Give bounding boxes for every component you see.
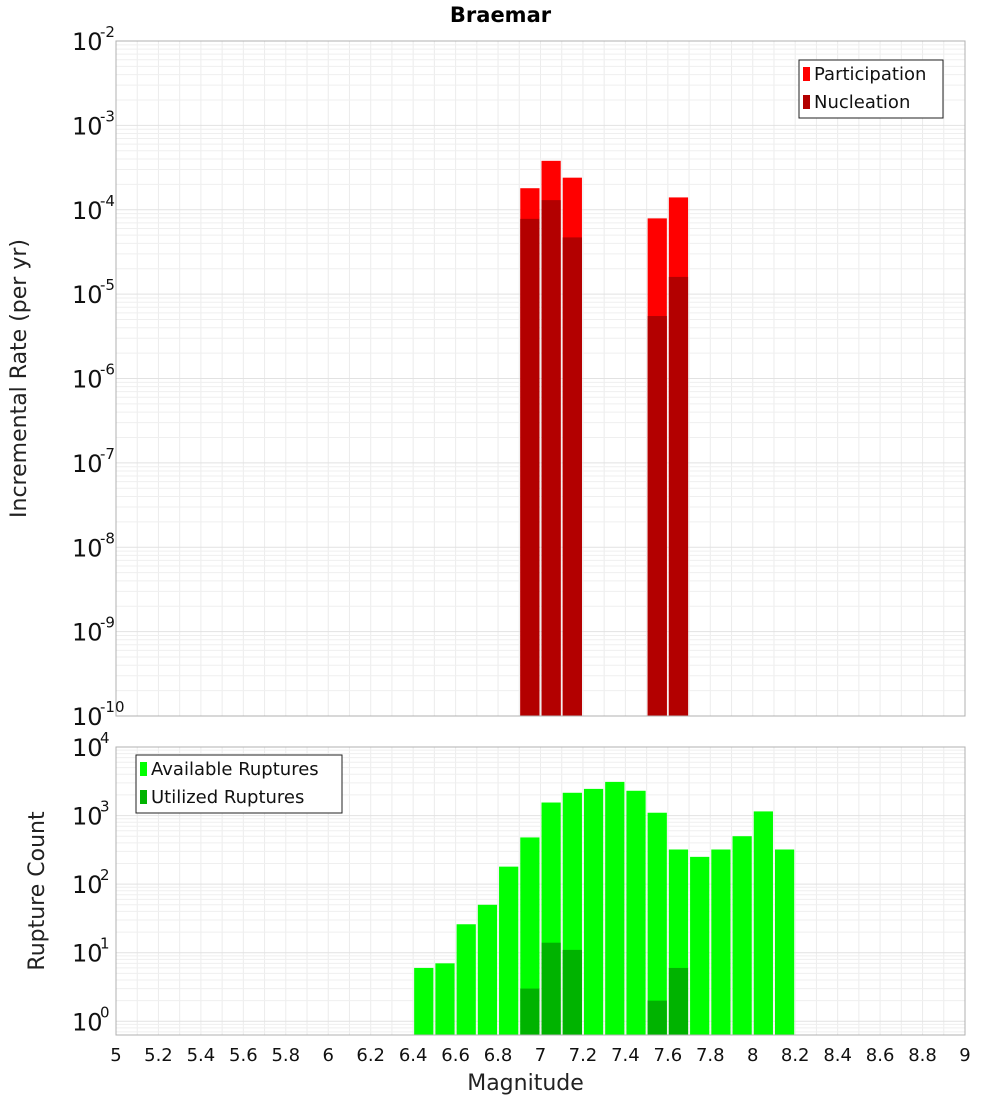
legend: Available Ruptures Utilized Ruptures [135, 754, 343, 814]
y-tick-exponent: -7 [100, 445, 115, 463]
y-tick-label: 10 [72, 450, 103, 478]
bar-utilized-ruptures [647, 1000, 667, 1035]
y-axis-label: Rupture Count [25, 811, 50, 971]
panel-1: 10-1010-910-810-710-610-510-410-310-2Inc… [7, 3, 966, 731]
y-tick-label: 10 [72, 534, 103, 562]
bar-nucleation [647, 316, 667, 716]
y-tick-exponent: 4 [100, 729, 110, 747]
x-tick-label: 7.6 [654, 1045, 683, 1066]
bar-available-ruptures [732, 836, 752, 1035]
plot-border [115, 746, 966, 1036]
bar-utilized-ruptures [541, 942, 561, 1035]
plot-border [115, 40, 966, 717]
legend-label: Utilized Ruptures [151, 787, 304, 808]
x-tick-label: 6.8 [484, 1045, 513, 1066]
x-tick-label: 5.4 [187, 1045, 216, 1066]
x-tick-label: 7.4 [611, 1045, 640, 1066]
y-tick-label: 10 [72, 734, 103, 762]
x-tick-label: 8 [747, 1045, 758, 1066]
y-tick-label: 10 [72, 871, 103, 899]
y-tick-label: 10 [72, 197, 103, 225]
x-tick-label: 5 [110, 1045, 121, 1066]
bar-utilized-ruptures [668, 967, 689, 1035]
y-tick-exponent: 2 [100, 866, 110, 884]
legend-label: Nucleation [814, 92, 910, 113]
y-tick-exponent: -10 [100, 698, 125, 716]
x-tick-label: 8.8 [908, 1045, 937, 1066]
y-tick-exponent: -5 [100, 276, 115, 294]
x-tick-label: 6.4 [399, 1045, 428, 1066]
x-tick-label: 5.8 [271, 1045, 300, 1066]
y-tick-exponent: -4 [100, 192, 115, 210]
x-tick-label: 6.6 [441, 1045, 470, 1066]
bar-available-ruptures [774, 849, 795, 1035]
y-tick-label: 10 [72, 703, 103, 731]
y-tick-exponent: -6 [100, 361, 115, 379]
bar-utilized-ruptures [520, 988, 540, 1035]
y-tick-label: 10 [72, 803, 103, 831]
legend-box [798, 59, 944, 119]
y-tick-exponent: -3 [100, 107, 115, 125]
bar-available-ruptures [647, 812, 667, 1035]
bar-available-ruptures [499, 866, 519, 1035]
y-tick-exponent: -8 [100, 529, 115, 547]
bar-available-ruptures [520, 837, 540, 1035]
x-tick-label: 7.8 [696, 1045, 725, 1066]
x-tick-label: 6.2 [356, 1045, 385, 1066]
y-axis-label: Incremental Rate (per yr) [7, 239, 32, 518]
y-tick-label: 10 [72, 281, 103, 309]
bar-available-ruptures [477, 904, 498, 1035]
bar-nucleation [541, 200, 561, 716]
y-tick-exponent: -2 [100, 23, 115, 41]
bar-available-ruptures [414, 967, 434, 1035]
legend-swatch [803, 95, 810, 109]
bar-nucleation [562, 237, 582, 716]
x-tick-label: 5.6 [229, 1045, 258, 1066]
x-tick-label: 7.2 [569, 1045, 598, 1066]
x-tick-label: 7 [535, 1045, 546, 1066]
x-tick-label: 8.6 [866, 1045, 895, 1066]
legend-label: Available Ruptures [151, 759, 319, 780]
legend-swatch [140, 790, 147, 804]
legend-swatch [140, 762, 147, 776]
x-tick-label: 8.4 [823, 1045, 852, 1066]
bar-nucleation [668, 276, 689, 716]
bar-utilized-ruptures [562, 949, 582, 1035]
bar-available-ruptures [626, 790, 646, 1035]
x-tick-label: 9 [959, 1045, 970, 1066]
y-tick-exponent: 3 [100, 798, 110, 816]
y-tick-label: 10 [72, 940, 103, 968]
bar-available-ruptures [435, 963, 455, 1035]
y-tick-label: 10 [72, 112, 103, 140]
legend-swatch [803, 67, 810, 81]
y-tick-exponent: 1 [100, 935, 110, 953]
chart-title: Braemar [450, 3, 552, 27]
bar-available-ruptures [456, 924, 476, 1035]
x-axis-label: Magnitude [467, 1071, 584, 1096]
bar-available-ruptures [605, 781, 625, 1035]
bar-available-ruptures [583, 788, 604, 1035]
legend-box [135, 754, 343, 814]
legend: Participation Nucleation [798, 59, 944, 119]
legend-label: Participation [814, 64, 926, 85]
y-tick-label: 10 [72, 366, 103, 394]
x-tick-label: 5.2 [144, 1045, 173, 1066]
y-tick-exponent: -9 [100, 614, 115, 632]
x-tick-label: 6 [323, 1045, 334, 1066]
y-tick-label: 10 [72, 28, 103, 56]
bar-available-ruptures [690, 856, 710, 1035]
x-tick-label: 8.2 [781, 1045, 810, 1066]
y-tick-exponent: 0 [100, 1003, 110, 1021]
bar-available-ruptures [711, 849, 731, 1035]
bar-nucleation [520, 218, 540, 716]
bar-available-ruptures [753, 811, 773, 1035]
y-tick-label: 10 [72, 1008, 103, 1036]
y-tick-label: 10 [72, 619, 103, 647]
